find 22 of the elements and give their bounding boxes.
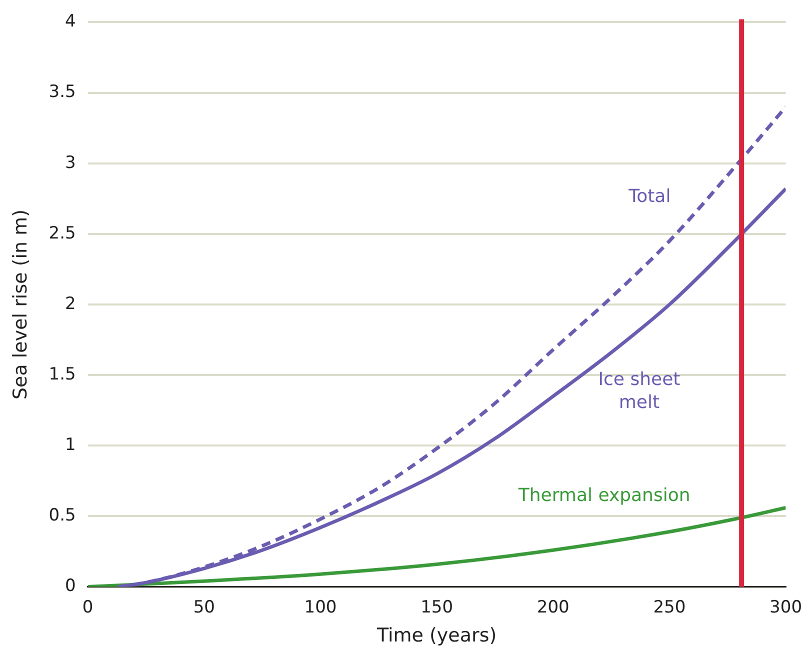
y-tick-label: 2.5 [48,223,76,244]
y-tick-label: 1 [65,435,76,456]
y-tick-label: 3 [65,152,76,173]
y-tick-label: 3.5 [48,82,76,102]
series-label: Total [628,186,671,207]
x-tick-label: 50 [193,597,215,618]
series-label: Ice sheet melt [598,369,680,414]
y-tick-label: 4 [65,12,76,32]
x-tick-label: 100 [304,597,337,618]
x-tick-label: 0 [82,597,94,618]
y-tick-label: 0.5 [48,506,76,526]
x-tick-label: 300 [770,597,802,618]
x-tick-label: 200 [536,597,570,618]
series-label: Thermal expansion [517,485,690,506]
x-axis-title: Time (years) [376,624,497,647]
line-series [88,506,786,587]
y-tick-label: 1.5 [48,364,76,384]
x-tick-label: 250 [653,597,686,618]
x-tick-label: 150 [420,597,454,618]
y-tick-label: 2 [65,294,76,314]
y-axis-title: Sea level rise (in m) [9,209,32,400]
y-tick-label: 0 [65,576,76,596]
